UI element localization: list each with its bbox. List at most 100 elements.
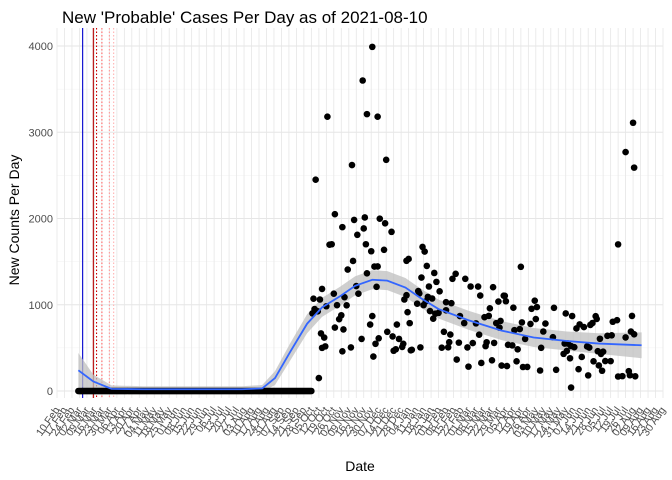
data-point <box>460 319 468 327</box>
data-point <box>373 283 380 291</box>
data-point <box>339 348 346 355</box>
data-point <box>381 219 389 227</box>
data-point <box>376 215 384 222</box>
data-point <box>358 335 365 343</box>
data-point <box>509 342 516 349</box>
y-tick-label: 0 <box>47 386 53 398</box>
grid <box>56 28 664 398</box>
data-point <box>383 328 391 336</box>
data-point <box>483 338 490 346</box>
data-point <box>585 344 593 351</box>
data-point <box>527 320 534 328</box>
x-axis-title: Date <box>345 458 375 474</box>
data-point <box>590 358 597 365</box>
data-point <box>514 346 521 353</box>
data-point <box>486 305 494 312</box>
data-point <box>350 216 358 224</box>
data-point <box>348 161 356 169</box>
data-point <box>417 344 424 351</box>
data-point <box>399 340 407 348</box>
data-point <box>542 320 549 327</box>
data-point <box>455 339 463 346</box>
data-point <box>339 223 346 231</box>
data-point <box>626 371 634 379</box>
data-point <box>418 274 425 281</box>
data-point <box>570 343 578 351</box>
data-point <box>310 295 317 303</box>
reference-lines <box>82 28 115 398</box>
data-point <box>497 317 504 325</box>
data-point <box>596 335 604 343</box>
data-point <box>438 344 446 352</box>
data-point <box>580 323 588 331</box>
data-point <box>367 247 375 255</box>
data-point <box>404 308 411 316</box>
data-point <box>374 263 381 270</box>
data-point <box>440 328 448 336</box>
y-tick-label: 1000 <box>29 300 53 312</box>
data-point <box>423 262 431 270</box>
data-point <box>447 331 454 338</box>
y-axis-title: New Counts Per Day <box>6 155 22 286</box>
data-point <box>485 312 493 320</box>
data-point <box>316 296 324 303</box>
data-point <box>464 344 471 351</box>
y-tick-label: 2000 <box>29 214 53 226</box>
data-point <box>355 290 362 297</box>
data-point <box>563 347 571 355</box>
data-point <box>448 299 455 307</box>
data-point <box>599 348 607 355</box>
data-point <box>550 304 558 312</box>
data-point <box>341 293 348 301</box>
data-point <box>331 324 339 331</box>
data-point <box>343 302 350 309</box>
data-point <box>425 283 433 290</box>
data-point <box>333 301 341 309</box>
data-point <box>372 340 379 348</box>
data-point <box>444 344 452 351</box>
data-point <box>533 303 541 311</box>
data-point <box>513 358 520 365</box>
data-point <box>465 363 472 370</box>
data-point <box>340 326 347 333</box>
data-point <box>498 362 505 369</box>
data-point <box>537 344 545 352</box>
data-point <box>567 384 575 391</box>
data-point <box>433 278 440 286</box>
data-point <box>318 285 326 293</box>
data-point <box>320 334 328 341</box>
y-tick-labels: 0 1000 2000 3000 4000 <box>29 41 53 398</box>
data-point <box>337 311 345 319</box>
data-point <box>453 356 461 363</box>
data-point <box>503 362 511 370</box>
data-point <box>584 372 592 379</box>
data-point <box>393 321 401 328</box>
data-point <box>388 228 395 236</box>
data-point <box>380 246 388 254</box>
data-point <box>382 156 390 164</box>
data-point <box>614 241 622 248</box>
data-point <box>359 77 366 84</box>
data-point <box>344 266 352 273</box>
data-point <box>363 269 371 277</box>
data-point <box>495 298 502 305</box>
data-point <box>608 332 615 339</box>
data-point <box>539 328 547 335</box>
data-point <box>360 225 368 232</box>
data-point <box>607 357 614 365</box>
data-point <box>442 298 450 306</box>
data-point <box>395 335 403 343</box>
smooth-curve <box>77 278 642 391</box>
data-point <box>613 316 621 324</box>
data-point <box>430 269 438 277</box>
data-point <box>361 214 369 221</box>
data-point <box>405 255 412 263</box>
data-point <box>490 339 498 347</box>
data-point <box>476 292 484 299</box>
data-point <box>630 164 638 171</box>
data-point <box>568 312 576 320</box>
data-point <box>630 331 638 338</box>
data-point <box>593 315 601 323</box>
data-point <box>308 387 315 395</box>
data-point <box>478 359 485 367</box>
